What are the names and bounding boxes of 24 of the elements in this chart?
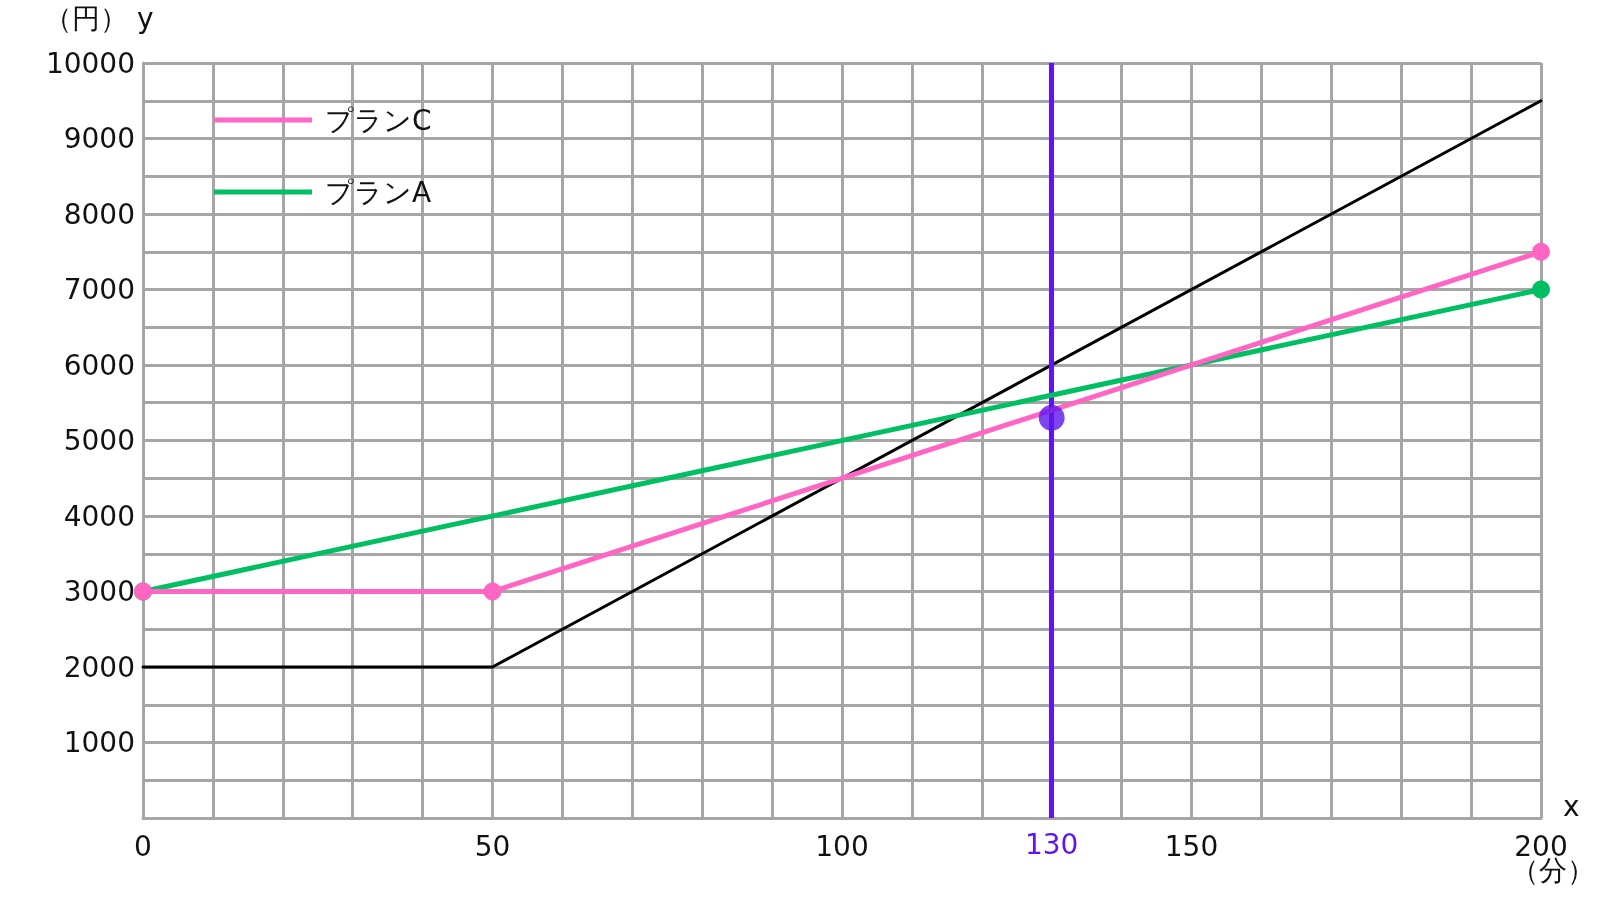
point [1532, 242, 1550, 261]
point [483, 582, 502, 601]
y-tick-label: 5000 [63, 424, 135, 457]
y-tick-label: 3000 [63, 575, 135, 608]
y-tick-label: 7000 [63, 273, 135, 306]
y-tick-label: 9000 [63, 122, 135, 155]
y-tick-label: 10000 [45, 46, 135, 80]
y-tick-label: 2000 [63, 650, 135, 684]
y-tick-label: 6000 [63, 348, 135, 382]
y-tick-label: 1000 [63, 726, 135, 759]
legend-label: プランA [325, 175, 432, 209]
text: x [1563, 789, 1580, 823]
x-tick-label: 0 [134, 829, 152, 863]
text: y [137, 1, 154, 35]
y-tick-label: 8000 [63, 197, 135, 231]
y-axis-title: （円） [44, 1, 128, 35]
legend-label: プランC [325, 103, 432, 137]
point [1038, 404, 1065, 431]
ref-line-label: 130 [1024, 827, 1079, 861]
x-tick-label: 150 [1164, 829, 1219, 863]
x-tick-label: 100 [815, 829, 869, 863]
y-tick-label: 4000 [63, 499, 135, 533]
x-tick-label: 50 [474, 829, 511, 863]
point [1532, 280, 1550, 299]
